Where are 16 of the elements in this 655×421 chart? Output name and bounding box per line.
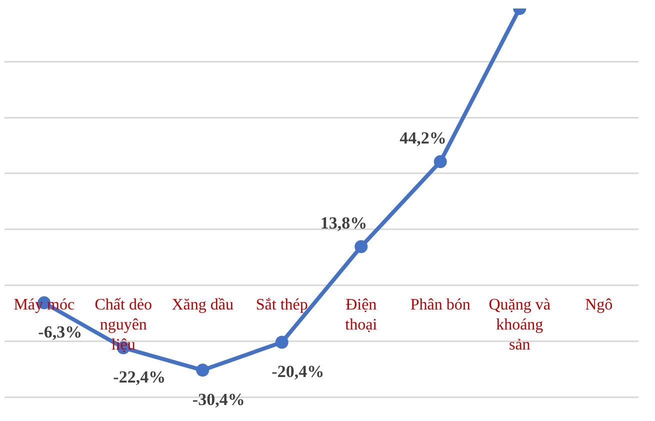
x-tick-label: Xăng dầu	[172, 296, 234, 314]
data-label: -30,4%	[192, 390, 245, 410]
data-label: -22,4%	[113, 368, 166, 387]
x-tick-label: Điện thoại	[345, 296, 378, 334]
point	[196, 364, 210, 377]
point	[275, 336, 288, 349]
data-label: 13,8%	[320, 214, 368, 233]
point	[434, 155, 447, 168]
x-tick-label: Ngô	[585, 296, 613, 314]
data-label: 44,2%	[400, 128, 446, 148]
x-tick-label: Quặng và khoáng sản	[488, 296, 551, 354]
data-label: -20,4%	[272, 362, 324, 382]
x-tick-label: Phân bón	[410, 296, 470, 314]
x-tick-label: Sắt thép	[256, 296, 308, 314]
data-label: -6,3%	[38, 322, 82, 342]
point	[354, 240, 368, 254]
